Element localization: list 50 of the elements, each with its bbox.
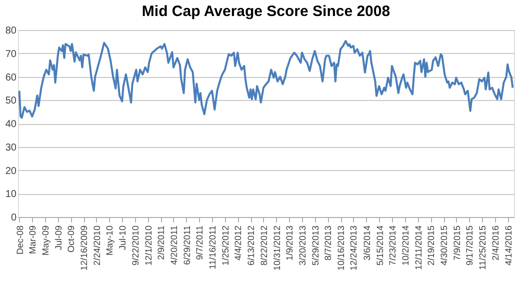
x-tick-label: 12/11/2014 <box>413 226 424 270</box>
x-tick-label: 10/31/2012 <box>272 226 282 271</box>
x-tick-label: 6/13/2012 <box>246 226 256 266</box>
y-tick-label: 0 <box>10 212 17 224</box>
x-tick-label: 9/22/2010 <box>130 226 140 266</box>
x-tick-label: May-10 <box>104 226 115 256</box>
x-tick-label: 12/24/2013 <box>348 226 359 271</box>
x-tick-label: 4/14/2016 <box>503 226 514 266</box>
x-tick-label: 3/6/2014 <box>362 226 372 261</box>
x-tick-label: 8/22/2012 <box>258 226 269 266</box>
y-tick-label: 30 <box>5 142 17 154</box>
x-tick-label: 2/9/2011 <box>156 226 166 260</box>
x-tick-label: 7/23/2014 <box>387 226 398 266</box>
y-tick-label: 80 <box>5 26 17 36</box>
y-tick-label: 50 <box>5 96 17 107</box>
x-tick-label: 9/17/2015 <box>464 226 475 266</box>
x-tick-label: Jul-09 <box>53 226 64 250</box>
y-tick-label: 10 <box>5 189 17 200</box>
chart-title: Mid Cap Average Score Since 2008 <box>142 3 390 20</box>
x-tick-label: 11/16/2011 <box>208 226 218 270</box>
x-tick-label: 5/15/2014 <box>374 226 385 266</box>
x-tick-label: 10/16/2013 <box>336 226 346 271</box>
x-tick-label: 11/25/2015 <box>477 226 488 270</box>
x-tick-label: 2/19/2015 <box>426 226 436 266</box>
x-tick-label: Mar-09 <box>28 226 38 254</box>
y-tick-label: 20 <box>5 166 17 177</box>
x-tick-label: May-09 <box>40 226 50 256</box>
x-tick-label: 2/24/2010 <box>92 226 102 266</box>
x-tick-label: Oct-09 <box>66 226 76 253</box>
x-tick-label: 5/29/2013 <box>310 226 320 266</box>
x-tick-label: 3/20/2013 <box>297 226 308 266</box>
x-tick-label: 2/4/2016 <box>490 226 500 261</box>
line-series <box>18 40 514 119</box>
y-tick-label: 60 <box>5 72 17 84</box>
y-tick-label: 70 <box>5 48 17 60</box>
x-tick-label: 8/7/2013 <box>323 226 334 261</box>
x-tick-label: 12/16/2009 <box>79 226 90 271</box>
x-tick-label: 1/25/2012 <box>220 226 230 266</box>
x-tick-label: 4/4/2012 <box>233 226 244 261</box>
x-tick-label: 4/20/2011 <box>168 226 179 265</box>
x-tick-label: 1/9/2013 <box>284 226 295 261</box>
x-tick-label: 6/29/2011 <box>182 226 192 265</box>
y-tick-label: 40 <box>5 119 17 130</box>
x-tick-label: Dec-08 <box>14 226 25 255</box>
x-tick-label: 12/1/2010 <box>143 226 154 266</box>
x-tick-label: 9/7/2011 <box>194 226 205 260</box>
x-tick-label: 7/9/2015 <box>452 226 462 261</box>
x-tick-label: 10/2/2014 <box>400 226 410 266</box>
x-tick-label: Jul-10 <box>118 226 128 250</box>
x-tick-label: 4/30/2015 <box>439 226 450 266</box>
